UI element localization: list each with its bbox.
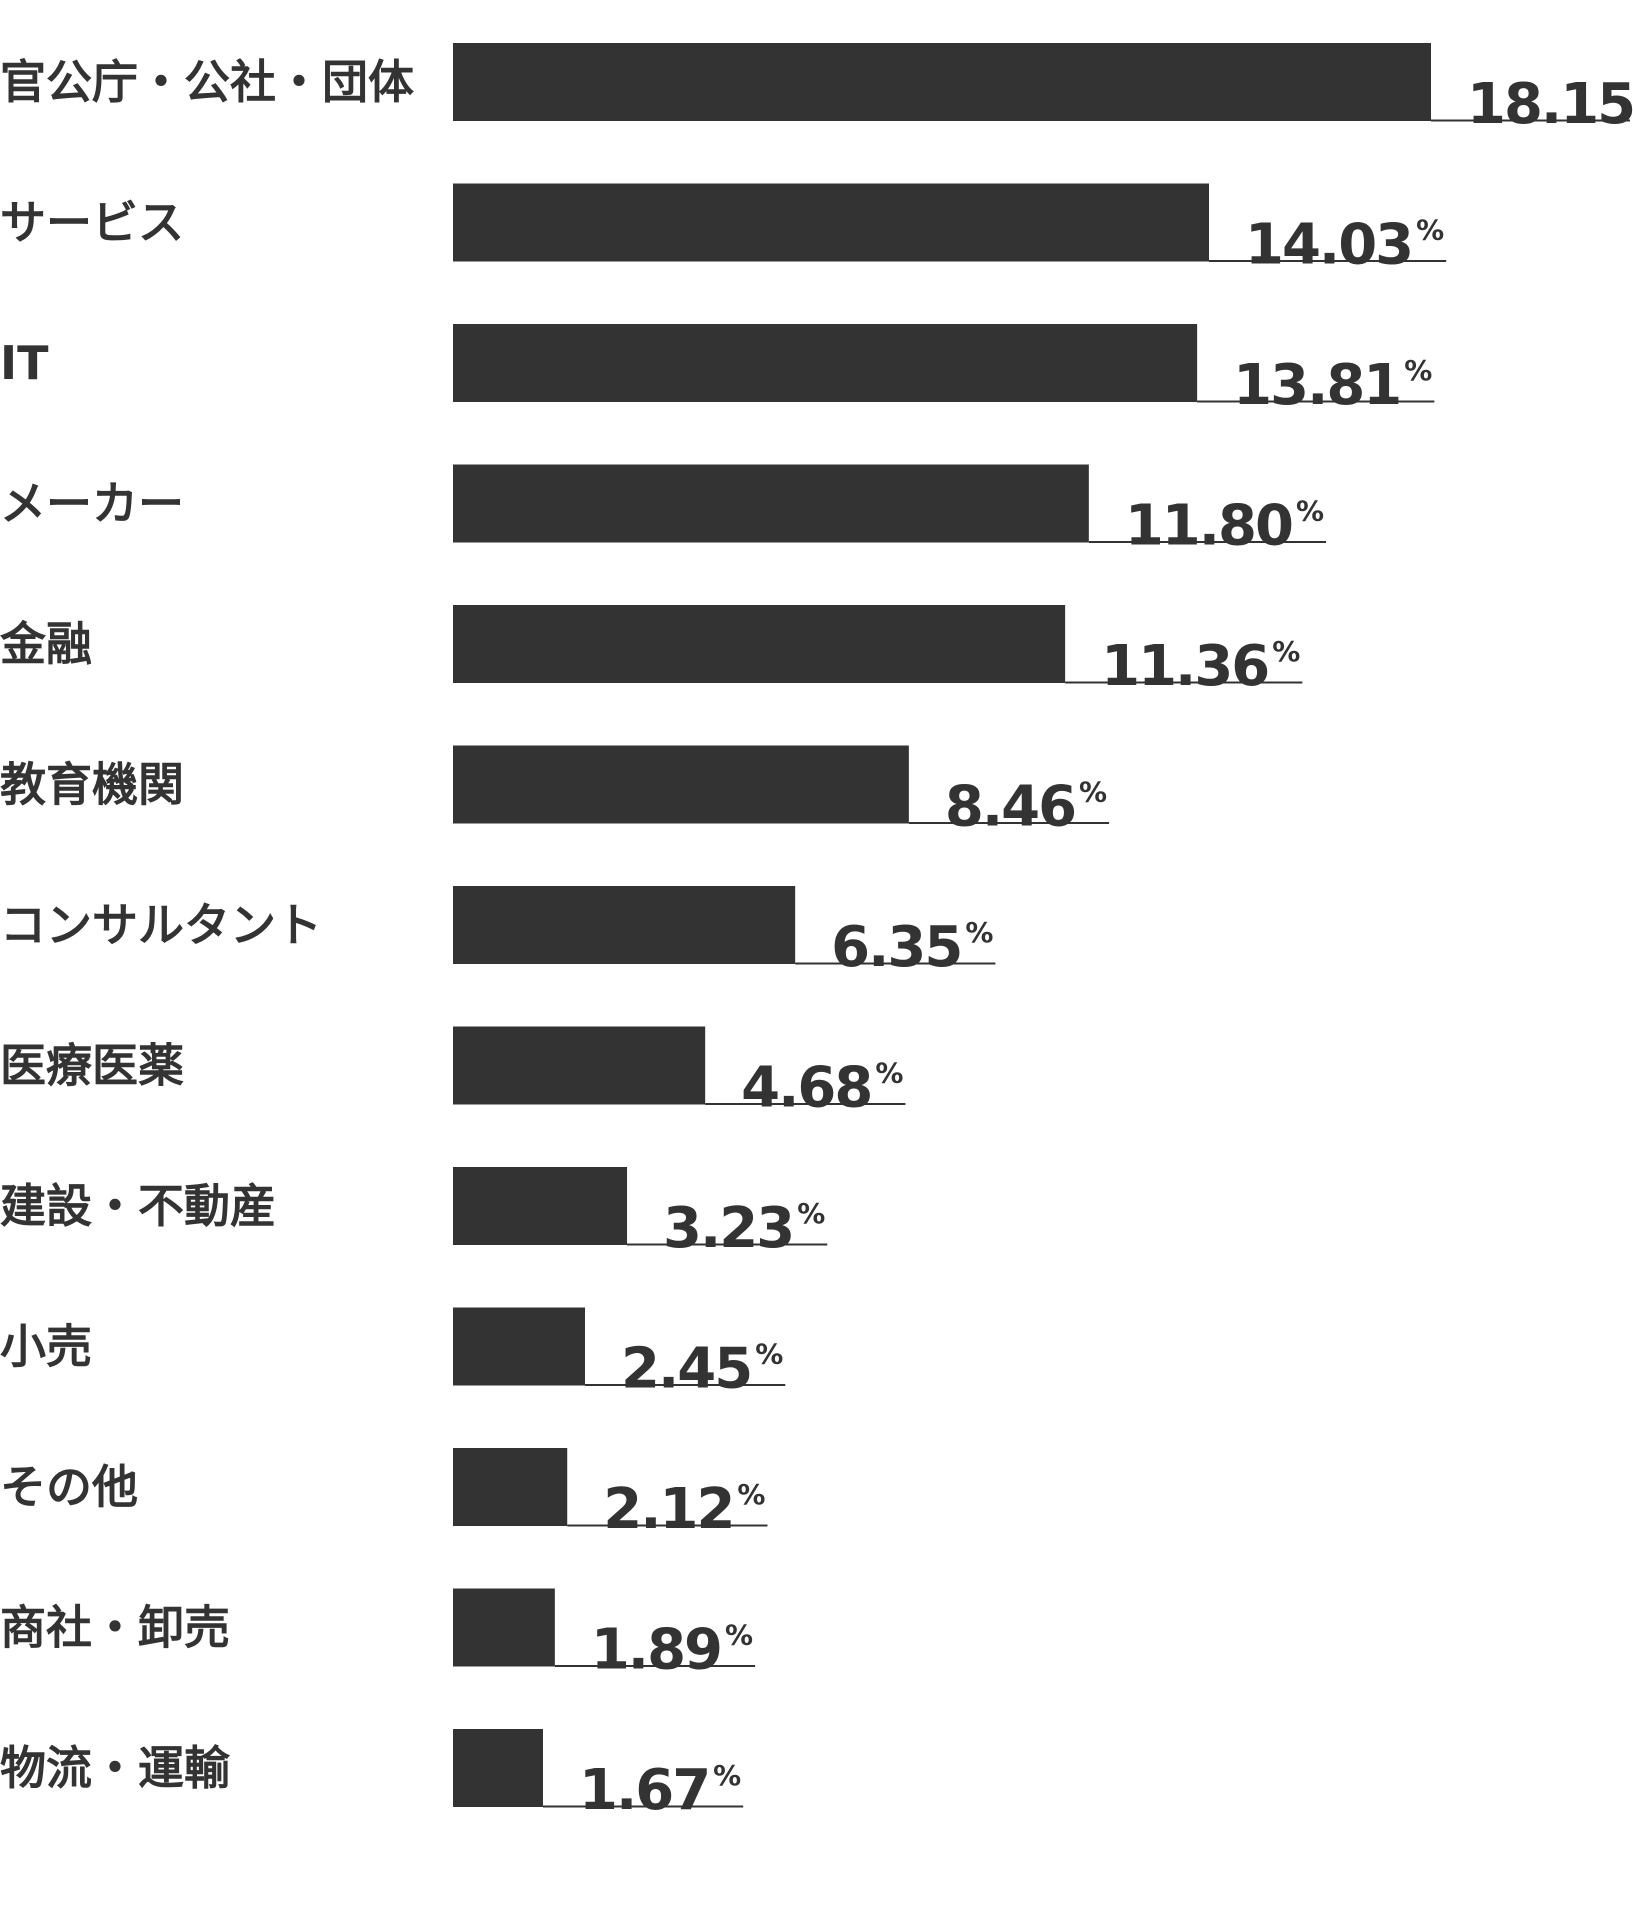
value-label: 11.80 xyxy=(1125,494,1292,559)
category-label: 教育機関 xyxy=(0,758,184,812)
unit-label: % xyxy=(797,1197,825,1230)
category-label: 医療医薬 xyxy=(0,1039,184,1093)
value-label: 4.68 xyxy=(741,1056,871,1121)
bar xyxy=(453,183,1209,262)
unit-label: % xyxy=(737,1478,765,1511)
value-label: 3.23 xyxy=(663,1196,793,1261)
category-label: コンサルタント xyxy=(0,898,322,952)
bar xyxy=(453,1307,586,1386)
category-label: 金融 xyxy=(0,617,92,671)
bar xyxy=(453,745,909,824)
category-label: 建設・不動産 xyxy=(0,1179,276,1233)
bar xyxy=(453,605,1066,683)
value-label: 2.45 xyxy=(621,1337,751,1402)
chart-rows: 官公庁・公社・団体 18.15% サービス 14.03% IT 13.81% メーカー 11.… xyxy=(0,43,1633,1823)
unit-label: % xyxy=(1416,214,1444,247)
unit-label: % xyxy=(1272,635,1300,668)
bar xyxy=(453,43,1431,121)
value-label: 18.15 xyxy=(1467,72,1633,137)
category-label: IT xyxy=(0,336,49,390)
value-label: 2.12 xyxy=(603,1477,733,1542)
category-label: サービス xyxy=(0,196,184,250)
value-label: 11.36 xyxy=(1101,634,1268,699)
value-label: 14.03 xyxy=(1245,213,1412,278)
bar xyxy=(453,1729,543,1807)
bar xyxy=(453,1026,706,1105)
bar xyxy=(453,324,1198,402)
unit-label: % xyxy=(875,1057,903,1090)
bar xyxy=(453,886,796,964)
bar xyxy=(453,1448,568,1526)
value-label: 13.81 xyxy=(1233,353,1400,418)
unit-label: % xyxy=(1404,354,1432,387)
bar xyxy=(453,464,1089,543)
unit-label: % xyxy=(965,916,993,949)
category-label: 物流・運輸 xyxy=(0,1741,231,1795)
category-label: 商社・卸売 xyxy=(0,1601,230,1655)
unit-label: % xyxy=(1296,495,1324,528)
unit-label: % xyxy=(755,1338,783,1371)
bar xyxy=(453,1167,628,1245)
value-label: 1.89 xyxy=(591,1618,721,1683)
unit-label: % xyxy=(713,1759,741,1792)
unit-label: % xyxy=(725,1619,753,1652)
category-label: その他 xyxy=(0,1460,138,1514)
category-label: 小売 xyxy=(0,1320,92,1374)
value-label: 1.67 xyxy=(579,1758,709,1823)
bar xyxy=(453,1588,555,1667)
value-label: 8.46 xyxy=(945,775,1075,840)
value-label: 6.35 xyxy=(831,915,961,980)
category-label: 官公庁・公社・団体 xyxy=(0,55,414,109)
unit-label: % xyxy=(1079,776,1107,809)
category-label: メーカー xyxy=(0,477,184,531)
